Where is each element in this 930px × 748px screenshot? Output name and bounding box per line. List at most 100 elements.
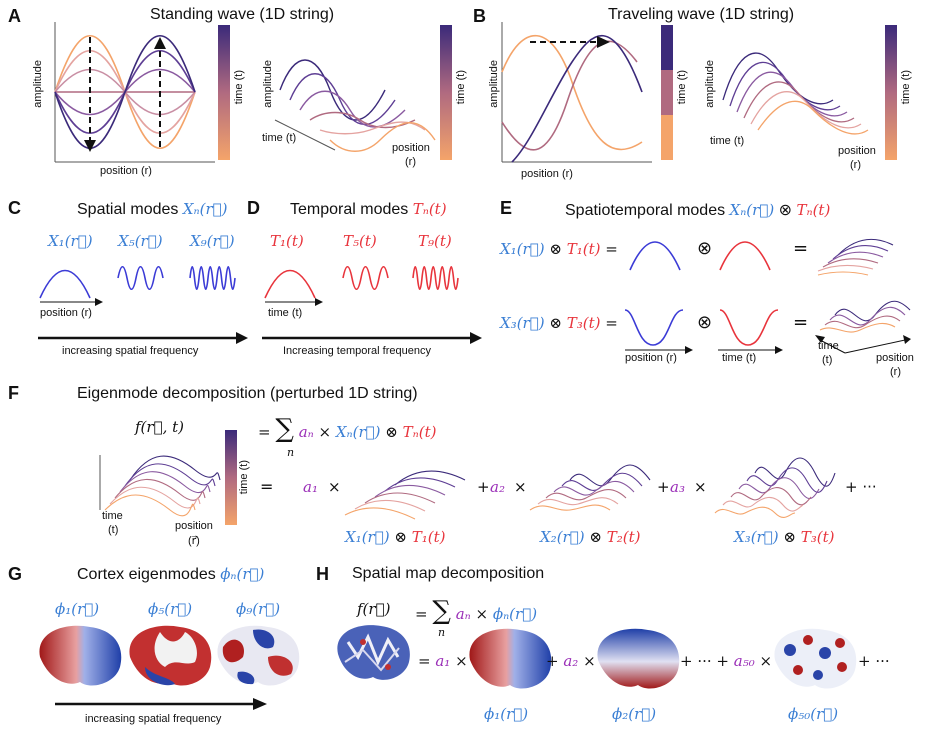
panel-h-term50: + ··· + a₅₀ × — [680, 652, 773, 670]
panel-d-title: Temporal modes Tₙ(t) — [290, 200, 447, 218]
panel-e-surf-time: time — [818, 340, 839, 352]
phi50-label: ϕ₅₀(r⃗) — [788, 705, 839, 723]
spatial-map-brain — [337, 625, 410, 680]
temporal-mode-9-label: T₉(t) — [418, 232, 452, 250]
panel-label-c: C — [8, 198, 21, 218]
panel-h-term2: + a₂ × — [546, 652, 596, 670]
panel-label-a: A — [8, 6, 21, 26]
panel-e-surf-t: (t) — [822, 354, 833, 366]
panel-h-function: f(r⃗) — [357, 600, 391, 618]
cortex-mode-9-brain — [217, 625, 300, 686]
panel-g-title: Cortex eigenmodes ϕₙ(r⃗) — [77, 565, 265, 583]
standing-wave-plot — [54, 22, 215, 163]
panel-f-cbar-label: time (t) — [238, 460, 250, 495]
panel-b-ylabel: amplitude — [488, 60, 500, 108]
temporal-modes-plot — [264, 265, 459, 306]
panel-label-d: D — [247, 198, 260, 218]
panel-label-e: E — [500, 198, 513, 218]
mode2-surface — [529, 464, 651, 511]
panel-f-r: (r⃗) — [188, 535, 200, 547]
panel-f-t: (t) — [108, 524, 119, 536]
panel-a-cbar-label-2: time (t) — [455, 70, 467, 105]
spatiotemporal-row2-plot — [624, 309, 783, 354]
panel-f-function: f(r⃗, t) — [135, 418, 184, 436]
temporal-mode-1-label: T₁(t) — [270, 232, 304, 250]
panel-c-xlabel: position (r) — [40, 307, 92, 319]
panel-d-arrow-label: Increasing temporal frequency — [283, 345, 431, 357]
spatial-mode-5-label: X₅(r⃗) — [118, 232, 163, 250]
panel-f-sum-index: n — [287, 446, 295, 459]
panel-b-colorbar — [661, 25, 673, 160]
phi2-brain — [597, 628, 680, 689]
row2-equals: = — [793, 312, 809, 333]
mode1-label: X₁(r⃗) ⊗ T₁(t) — [345, 528, 446, 546]
times-2: × — [514, 478, 527, 496]
mode2-label: X₂(r⃗) ⊗ T₂(t) — [540, 528, 641, 546]
coef-a2: a₂ — [490, 478, 505, 496]
panel-e-xlabel-pos: position (r) — [625, 352, 677, 364]
panel-b-surf-pos: position — [838, 145, 876, 157]
spatial-frequency-arrow — [38, 332, 248, 344]
perturbed-string-surface — [99, 455, 221, 517]
panel-d-xlabel: time (t) — [268, 307, 303, 319]
mode3-label: X₃(r⃗) ⊗ T₃(t) — [734, 528, 835, 546]
plus-dots: + ··· — [845, 478, 877, 496]
panel-a-surf-ylabel: amplitude — [262, 60, 274, 108]
cortex-mode-1-label: ϕ₁(r⃗) — [55, 600, 100, 618]
panel-a-cbar-label: time (t) — [233, 70, 245, 105]
spatial-mode-1-label: X₁(r⃗) — [48, 232, 93, 250]
panel-f-time: time — [102, 510, 123, 522]
spatiotemporal-row2-surface — [815, 300, 911, 354]
coef-a3: a₃ — [670, 478, 685, 496]
panel-c-arrow-label: increasing spatial frequency — [62, 345, 199, 357]
plus-2: + — [657, 478, 670, 496]
spatiotemporal-row2-lhs: X₃(r⃗) ⊗ T₃(t) = — [500, 314, 618, 332]
spatial-mode-9-label: X₉(r⃗) — [190, 232, 235, 250]
temporal-mode-5-label: T₅(t) — [343, 232, 377, 250]
phi1-brain — [469, 628, 552, 689]
panel-label-b: B — [473, 6, 486, 26]
panel-e-surf-r: (r) — [890, 366, 901, 378]
panel-a-ylabel: amplitude — [32, 60, 44, 108]
row1-equals: = — [793, 238, 809, 259]
spatiotemporal-row1-plot — [629, 241, 771, 271]
phi1-label: ϕ₁(r⃗) — [484, 705, 529, 723]
mode3-surface — [714, 457, 836, 518]
panel-f-equals-2: = — [260, 477, 274, 496]
panel-label-g: G — [8, 564, 23, 584]
panel-c-title: Spatial modes Xₙ(r⃗) — [77, 200, 228, 218]
panel-e-title: Spatiotemporal modes Xₙ(r⃗) ⊗ Tₙ(t) — [565, 201, 831, 219]
spatiotemporal-row1-lhs: X₁(r⃗) ⊗ T₁(t) = — [500, 240, 618, 258]
panel-b-title: Traveling wave (1D string) — [608, 6, 795, 23]
panel-b-surf-xlabel: time (t) — [710, 135, 745, 147]
panel-h-tail: + ··· — [858, 652, 890, 670]
traveling-wave-surface — [722, 52, 869, 135]
panel-label-h: H — [316, 564, 329, 584]
plus-1: + — [477, 478, 490, 496]
spatiotemporal-row1-surface — [817, 238, 894, 276]
panel-b-colorbar-2 — [885, 25, 897, 160]
cortex-mode-5-label: ϕ₅(r⃗) — [148, 600, 193, 618]
traveling-wave-plot — [501, 22, 652, 163]
cortex-mode-5-brain — [129, 625, 212, 686]
row2-otimes: ⊗ — [697, 312, 713, 333]
panel-f-equation: = ∑ aₙ × Xₙ(r⃗) ⊗ Tₙ(t) — [258, 414, 437, 444]
panel-b-surf-ylabel: amplitude — [704, 60, 716, 108]
times-1: × — [328, 478, 341, 496]
temporal-frequency-arrow — [262, 332, 482, 344]
panel-a-surf-pos: position — [392, 142, 430, 154]
phi2-label: ϕ₂(r⃗) — [612, 705, 657, 723]
spatial-modes-plot — [39, 265, 236, 306]
panel-e-surf-pos: position — [876, 352, 914, 364]
cortex-frequency-arrow — [55, 698, 267, 710]
panel-a-xlabel: position (r) — [100, 165, 152, 177]
panel-h-title: Spatial map decomposition — [352, 565, 545, 582]
panel-f-title: Eigenmode decomposition (perturbed 1D st… — [77, 385, 418, 402]
panel-h-equation: = ∑ aₙ × ϕₙ(r⃗) — [415, 596, 538, 626]
times-3: × — [694, 478, 707, 496]
panel-b-cbar-label-2: time (t) — [900, 70, 912, 105]
panel-a-surf-pos-r: (r) — [405, 156, 416, 168]
panel-a-title: Standing wave (1D string) — [150, 6, 335, 23]
panel-f-colorbar — [225, 430, 237, 525]
panel-e-xlabel-time: time (t) — [722, 352, 757, 364]
